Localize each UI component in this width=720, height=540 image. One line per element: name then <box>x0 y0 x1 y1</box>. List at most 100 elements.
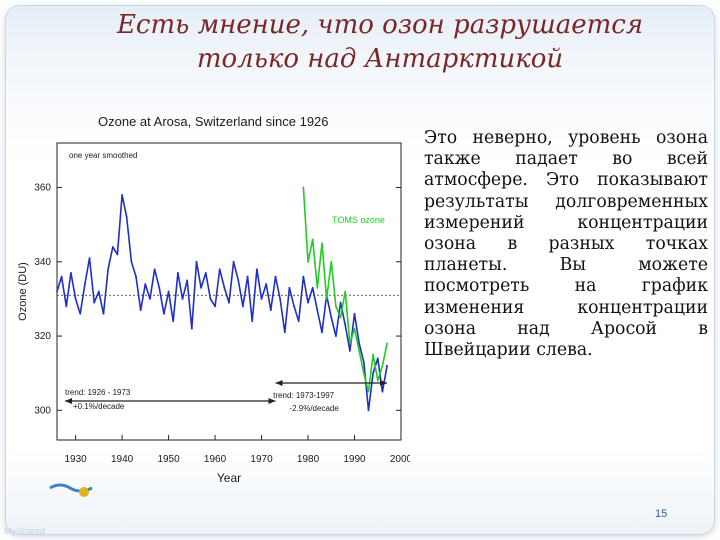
data-point <box>293 305 295 308</box>
trend1-arrowhead-right <box>268 398 276 404</box>
annotation-toms: TOMS ozone <box>332 215 385 225</box>
data-point <box>372 353 375 356</box>
data-point <box>121 194 123 196</box>
data-point <box>74 298 77 300</box>
data-point <box>214 305 216 308</box>
trend2-arrowhead-right <box>380 380 388 386</box>
data-point <box>237 279 240 282</box>
data-point <box>130 260 133 263</box>
data-point <box>386 364 388 367</box>
data-point <box>362 372 365 375</box>
x-tick-label: 2000 <box>390 454 410 465</box>
data-point <box>158 286 161 289</box>
annotation-smoothing: one year smoothed <box>69 151 138 160</box>
trend1-arrowhead-left <box>65 398 72 404</box>
plot-area <box>56 142 402 441</box>
data-point <box>339 301 342 304</box>
annotation-trend1-line2: +0.1%/decade <box>73 402 125 411</box>
data-point <box>381 364 384 367</box>
data-point <box>265 283 268 285</box>
body-text: Это неверно, уровень озона также падает … <box>424 128 708 361</box>
data-point <box>358 350 361 352</box>
data-point <box>330 260 333 263</box>
data-point <box>311 286 314 289</box>
data-point <box>321 242 323 245</box>
data-point <box>83 283 86 285</box>
x-tick-label: 1940 <box>111 454 134 465</box>
data-point <box>251 320 254 323</box>
data-point <box>279 298 282 300</box>
data-point <box>88 257 91 259</box>
data-point <box>153 268 156 271</box>
data-point <box>190 327 193 330</box>
data-point <box>288 286 291 289</box>
data-point <box>283 331 286 334</box>
data-point <box>362 361 365 363</box>
data-point <box>111 246 114 248</box>
data-point <box>376 379 379 382</box>
watermark-text: MyShared <box>4 526 46 536</box>
data-point <box>260 298 263 300</box>
data-point <box>316 309 319 311</box>
page-number: 15 <box>655 508 668 520</box>
data-point <box>307 260 309 263</box>
y-tick-label: 320 <box>34 331 51 342</box>
x-tick-label: 1990 <box>343 454 366 465</box>
data-point <box>167 290 170 293</box>
x-tick-label: 1960 <box>204 454 227 465</box>
logo-icon <box>48 480 96 504</box>
x-axis-label: Year <box>217 471 241 485</box>
data-point <box>367 390 370 393</box>
data-point <box>311 238 314 241</box>
data-point <box>348 342 351 345</box>
data-point <box>330 316 333 319</box>
data-point <box>200 286 203 289</box>
annotation-trend2-line2: -2.9%/decade <box>289 404 339 413</box>
data-point <box>353 327 356 330</box>
data-point <box>93 301 96 304</box>
data-point <box>218 268 221 271</box>
data-point <box>172 320 175 323</box>
data-point <box>269 309 272 311</box>
trend2-arrowhead-left <box>275 380 283 386</box>
data-point <box>116 253 119 256</box>
data-point <box>386 342 388 345</box>
data-point <box>125 216 128 219</box>
data-point <box>107 268 110 271</box>
annotation-trend1-line1: trend: 1926 - 1973 <box>65 388 131 397</box>
data-point <box>381 390 384 393</box>
data-point <box>232 260 235 263</box>
data-point <box>372 372 375 375</box>
ozone-chart: 300 320 340 360 1930 1940 1950 1960 1970 1980 1990… <box>10 100 410 500</box>
data-point <box>255 268 258 271</box>
data-point <box>302 275 305 278</box>
data-point <box>335 305 337 308</box>
data-point <box>246 275 249 278</box>
data-point <box>209 298 212 300</box>
data-point <box>149 298 151 300</box>
x-tick-label: 1970 <box>250 454 273 465</box>
data-point <box>339 316 342 319</box>
data-point <box>325 298 328 300</box>
data-point <box>181 298 184 300</box>
series-line-arosa <box>56 194 388 412</box>
data-point <box>228 301 230 304</box>
data-point <box>358 342 361 345</box>
y-tick-label: 300 <box>34 405 51 416</box>
data-point <box>274 275 277 278</box>
data-point <box>102 312 105 315</box>
data-point <box>139 309 142 311</box>
y-tick-label: 360 <box>34 183 51 194</box>
data-point <box>344 290 347 293</box>
data-point <box>144 283 147 285</box>
data-point <box>70 272 72 274</box>
data-point <box>316 286 319 289</box>
chart-title: Ozone at Arosa, Switzerland since 1926 <box>98 114 329 129</box>
data-point <box>186 279 189 282</box>
data-point <box>60 275 63 278</box>
slide-title: Есть мнение, что озон разрушается только… <box>80 8 680 76</box>
data-point <box>321 331 323 334</box>
title-line-1: Есть мнение, что озон разрушается <box>116 10 644 40</box>
x-tick-label: 1980 <box>297 454 320 465</box>
